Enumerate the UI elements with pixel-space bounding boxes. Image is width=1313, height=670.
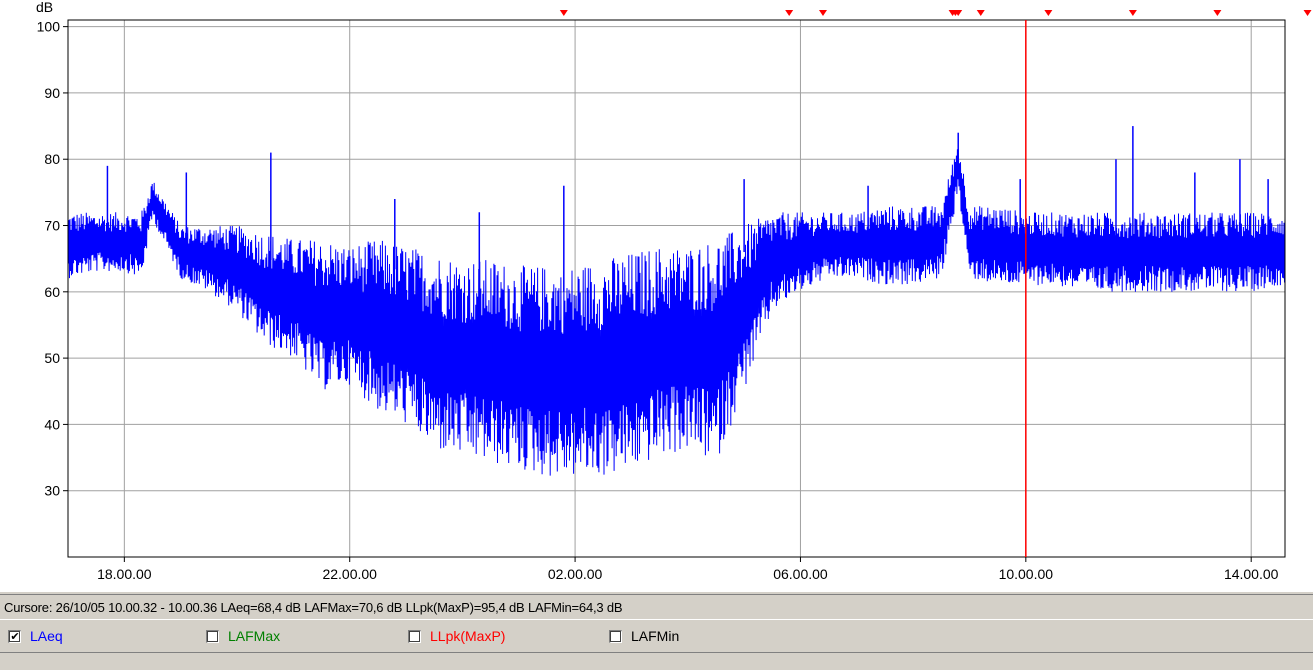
y-tick-label-90: 90 (44, 85, 60, 101)
y-tick-label-30: 30 (44, 483, 60, 499)
event-marker-0[interactable] (559, 10, 568, 16)
cursor-status-bar: Cursore: 26/10/05 10.00.32 - 10.00.36 LA… (0, 594, 1313, 620)
y-tick-label-100: 100 (37, 19, 61, 35)
marker-layer[interactable] (559, 10, 1312, 16)
checkbox-lafmax[interactable] (206, 629, 219, 643)
checkbox-lafmin[interactable] (609, 629, 622, 643)
checkbox-llpk[interactable] (408, 629, 421, 643)
bottom-strip (0, 652, 1313, 670)
legend-label-laeq: LAeq (30, 628, 63, 644)
x-tick-label-0: 18.00.00 (97, 566, 152, 582)
x-tick-label-5: 14.00.00 (1224, 566, 1279, 582)
series-line-laeq (67, 148, 1286, 476)
cursor-readout-text: Cursore: 26/10/05 10.00.32 - 10.00.36 LA… (4, 600, 623, 615)
legend-item-lafmax[interactable]: LAFMax (206, 627, 280, 645)
legend-label-lafmax: LAFMax (228, 628, 281, 644)
legend-item-lafmin[interactable]: LAFMin (609, 627, 679, 645)
y-tick-label-40: 40 (44, 416, 60, 432)
series-toggle-row: ✔ LAeq LAFMax LLpk(MaxP) LAFMin (0, 621, 1313, 651)
event-marker-9[interactable] (1213, 10, 1222, 16)
legend-label-lafmin: LAFMin (631, 628, 680, 644)
chart-svg[interactable]: 30 40 50 60 70 80 90 100 18.00.00 22.00.00 02.00.0… (0, 0, 1313, 592)
data-layer (67, 126, 1286, 476)
legend-item-llpk[interactable]: LLpk(MaxP) (408, 627, 505, 645)
legend-label-llpk: LLpk(MaxP) (430, 628, 506, 644)
x-tick-label-2: 02.00.00 (548, 566, 603, 582)
event-marker-2[interactable] (818, 10, 827, 16)
event-marker-1[interactable] (785, 10, 794, 16)
event-marker-7[interactable] (1044, 10, 1053, 16)
y-tick-label-60: 60 (44, 284, 60, 300)
event-marker-5[interactable] (954, 10, 963, 16)
event-marker-8[interactable] (1128, 10, 1137, 16)
y-axis-label: dB (36, 0, 53, 15)
plot-frame (67, 19, 1286, 558)
y-tick-label-80: 80 (44, 151, 60, 167)
chart-area[interactable]: 30 40 50 60 70 80 90 100 18.00.00 22.00.00 02.00.0… (0, 0, 1313, 592)
checkbox-laeq[interactable]: ✔ (8, 629, 21, 643)
x-tick-label-4: 10.00.00 (999, 566, 1054, 582)
axis-layer: 30 40 50 60 70 80 90 100 18.00.00 22.00.00 02.00.0… (36, 0, 1286, 582)
event-marker-10[interactable] (1303, 10, 1312, 16)
y-tick-label-50: 50 (44, 350, 60, 366)
legend-item-laeq[interactable]: ✔ LAeq (8, 627, 63, 645)
x-tick-label-3: 06.00.00 (773, 566, 828, 582)
event-marker-6[interactable] (976, 10, 985, 16)
x-tick-label-1: 22.00.00 (322, 566, 377, 582)
y-tick-label-70: 70 (44, 218, 60, 234)
